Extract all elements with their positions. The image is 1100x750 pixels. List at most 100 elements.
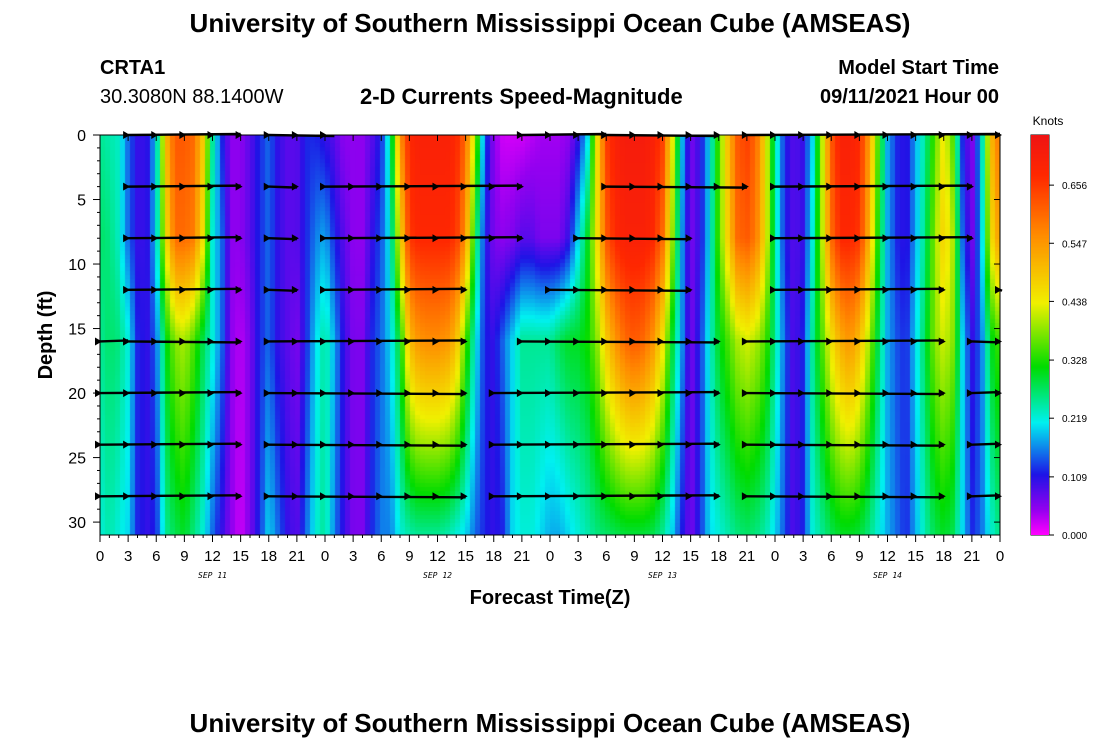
x-tick-label: 12 bbox=[429, 548, 446, 565]
vector-arrow bbox=[601, 440, 609, 449]
vector-arrow bbox=[376, 234, 384, 243]
x-tick-label: 12 bbox=[654, 548, 671, 565]
vector-arrow bbox=[207, 285, 215, 294]
vector-arrow bbox=[348, 389, 356, 398]
vector-arrow bbox=[179, 337, 187, 346]
vector-arrow bbox=[263, 182, 271, 191]
vector-arrow bbox=[995, 285, 1002, 294]
vector-arrow bbox=[123, 285, 131, 294]
vector-arrow bbox=[770, 182, 777, 191]
vector-arrow bbox=[432, 389, 440, 398]
colorbar bbox=[1031, 135, 1049, 535]
vector-arrow bbox=[826, 440, 834, 449]
vector-arrow bbox=[854, 389, 862, 398]
vector-arrow bbox=[460, 337, 468, 346]
vector-segment bbox=[549, 288, 691, 293]
vector-arrow bbox=[629, 182, 637, 191]
station-name: CRTA1 bbox=[100, 57, 166, 79]
x-tick-label: 0 bbox=[321, 548, 329, 565]
vector-arrow bbox=[741, 440, 749, 449]
x-tick-label: 0 bbox=[96, 548, 104, 565]
vector-arrow bbox=[854, 440, 862, 449]
vector-arrow bbox=[741, 389, 749, 398]
vector-arrow bbox=[516, 182, 524, 191]
vector-arrow bbox=[573, 337, 581, 346]
vector-arrow bbox=[798, 337, 806, 346]
vector-arrow bbox=[235, 234, 243, 243]
vector-arrow bbox=[966, 440, 974, 449]
vector-arrow bbox=[770, 492, 777, 501]
vector-arrow bbox=[882, 285, 890, 294]
vector-arrow bbox=[263, 440, 271, 449]
vector-arrow bbox=[882, 389, 890, 398]
vector-arrow bbox=[179, 182, 187, 191]
vector-arrow bbox=[966, 492, 974, 501]
vector-arrow bbox=[460, 285, 468, 294]
x-tick-label: 6 bbox=[377, 548, 385, 565]
vector-arrow bbox=[207, 234, 215, 243]
vector-arrow bbox=[404, 440, 412, 449]
vector-arrow bbox=[826, 234, 834, 243]
speed-heatmap bbox=[100, 135, 1000, 535]
y-axis: 0 5 10 15 20 25 30 bbox=[68, 128, 1000, 532]
vector-arrow bbox=[263, 337, 271, 346]
top-title: University of Southern Mississippi Ocean… bbox=[189, 8, 911, 38]
vector-arrow bbox=[713, 182, 721, 191]
vector-segment bbox=[324, 287, 466, 292]
x-tick-label: 6 bbox=[152, 548, 160, 565]
vector-arrow bbox=[460, 234, 468, 243]
x-tick-label: 9 bbox=[405, 548, 413, 565]
vector-arrow bbox=[348, 285, 356, 294]
vector-arrow bbox=[685, 389, 693, 398]
vector-arrow bbox=[320, 285, 327, 294]
vector-arrow bbox=[854, 234, 862, 243]
vector-arrow bbox=[966, 182, 974, 191]
vector-arrow bbox=[770, 234, 777, 243]
vector-arrow bbox=[910, 389, 918, 398]
vector-arrow bbox=[854, 285, 862, 294]
vector-arrow bbox=[910, 337, 918, 346]
vector-arrow bbox=[123, 182, 131, 191]
vector-arrow bbox=[151, 337, 159, 346]
vector-arrow bbox=[545, 440, 552, 449]
vector-arrow bbox=[629, 389, 637, 398]
x-tick-label: 3 bbox=[349, 548, 357, 565]
vector-arrow bbox=[938, 440, 946, 449]
vector-arrow bbox=[938, 492, 946, 501]
y-tick-label: 15 bbox=[68, 322, 86, 339]
vector-arrow bbox=[685, 285, 693, 294]
vector-arrow bbox=[291, 492, 299, 501]
y-axis-label: Depth (ft) bbox=[35, 291, 57, 380]
vector-arrow bbox=[826, 182, 834, 191]
x-tick-label: 9 bbox=[855, 548, 863, 565]
vector-arrow bbox=[207, 389, 215, 398]
colorbar-tick-label: 0.109 bbox=[1062, 473, 1087, 484]
vector-arrow bbox=[545, 492, 552, 501]
vector-arrow bbox=[601, 337, 609, 346]
vector-arrow bbox=[348, 440, 356, 449]
vector-arrow bbox=[235, 492, 243, 501]
vector-arrow bbox=[685, 440, 693, 449]
vector-arrow bbox=[713, 492, 721, 501]
vector-arrow bbox=[488, 234, 496, 243]
vector-arrow bbox=[826, 285, 834, 294]
vector-arrow bbox=[770, 337, 777, 346]
x-tick-label: 18 bbox=[485, 548, 502, 565]
vector-arrow bbox=[404, 389, 412, 398]
vector-arrow bbox=[376, 182, 384, 191]
vector-arrow bbox=[854, 182, 862, 191]
vector-arrow bbox=[348, 492, 356, 501]
day-label: SEP 11 bbox=[198, 571, 227, 580]
vector-arrow bbox=[798, 182, 806, 191]
vector-arrow bbox=[376, 337, 384, 346]
x-tick-label: 6 bbox=[827, 548, 835, 565]
vector-arrow bbox=[320, 337, 327, 346]
y-tick-label: 25 bbox=[68, 451, 86, 468]
vector-arrow bbox=[179, 285, 187, 294]
vector-arrow bbox=[376, 285, 384, 294]
vector-segment bbox=[606, 185, 747, 189]
vector-arrow bbox=[910, 285, 918, 294]
vector-arrow bbox=[291, 337, 299, 346]
vector-arrow bbox=[516, 440, 524, 449]
